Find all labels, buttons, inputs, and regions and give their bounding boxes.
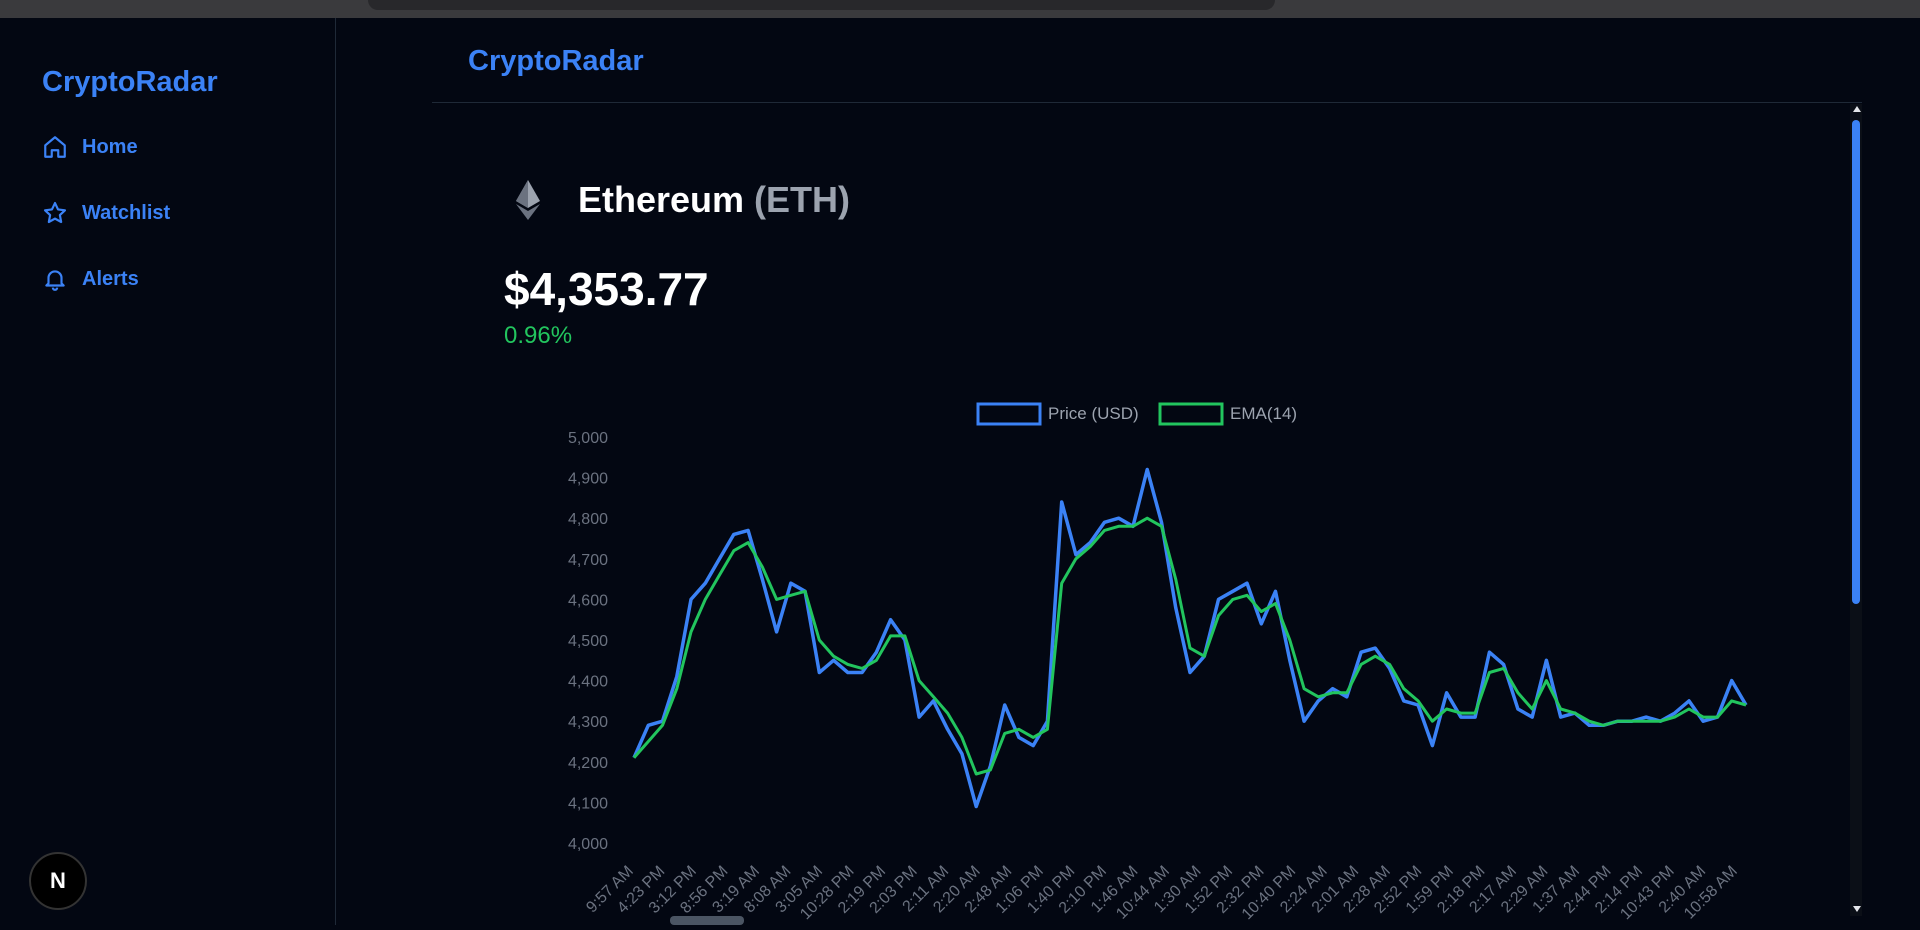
sidebar-item-watchlist[interactable]: Watchlist [42,200,170,226]
coin-symbol: (ETH) [754,179,851,220]
series-line-0 [632,467,1748,809]
y-tick-label: 4,200 [568,755,608,772]
legend-swatch-1 [1158,402,1224,426]
vertical-scrollbar[interactable] [1850,104,1862,916]
price-chart[interactable]: Price (USD) EMA(14) 5,000 4,900 4,800 4,700 4,… [540,392,1790,925]
sidebar: CryptoRadar Home Watchlist Alerts N [0,18,336,925]
star-icon [43,201,67,224]
y-tick-label: 4,400 [568,674,608,691]
sidebar-item-alerts[interactable]: Alerts [42,266,139,292]
legend-swatch-0 [976,402,1042,426]
coin-price: $4,353.77 [504,263,709,315]
main-header: CryptoRadar [432,18,1862,103]
scroll-up-arrow[interactable] [1853,106,1861,112]
nextjs-devtools-badge[interactable]: N [29,852,87,910]
sidebar-item-label: Home [82,135,138,158]
horizontal-scrollbar-thumb[interactable] [670,916,744,925]
y-tick-label: 4,100 [568,795,608,812]
y-tick-label: 4,700 [568,552,608,569]
price-change: 0.96% [504,322,573,349]
page-title[interactable]: CryptoRadar [468,45,644,77]
legend-label-0: Price (USD) [1048,404,1139,423]
coin-name: Ethereum [578,179,745,220]
scrollbar-thumb[interactable] [1852,120,1860,604]
y-tick-label: 4,500 [568,633,608,650]
bell-icon [45,270,65,291]
y-tick-label: 4,800 [568,511,608,528]
browser-address-pill[interactable] [368,0,1275,10]
sidebar-item-label: Alerts [82,267,139,290]
series-line-1 [632,516,1747,776]
y-tick-label: 4,000 [568,836,608,853]
sidebar-brand[interactable]: CryptoRadar [42,66,218,98]
y-tick-label: 4,900 [568,471,608,488]
ethereum-logo-icon [516,180,540,220]
legend-label-1: EMA(14) [1230,404,1297,423]
home-icon [44,136,66,158]
y-tick-label: 4,300 [568,714,608,731]
y-tick-label: 4,600 [568,592,608,609]
coin-heading: Ethereum (ETH) [508,178,850,222]
y-tick-label: 5,000 [568,430,608,447]
scroll-down-arrow[interactable] [1853,906,1861,912]
sidebar-item-home[interactable]: Home [42,134,138,160]
price-chart-svg: Price (USD) EMA(14) 5,000 4,900 4,800 4,700 4,… [568,402,1748,923]
browser-top-bar [0,0,1920,18]
sidebar-item-label: Watchlist [82,201,171,224]
